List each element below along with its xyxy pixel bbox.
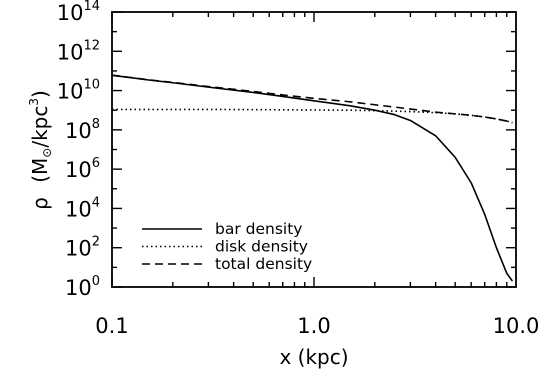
- y-axis-unit-power: 3: [27, 98, 41, 106]
- axis-ticks: [111, 11, 516, 288]
- y-tick-label: 102: [65, 235, 100, 261]
- x-tick-label: 1.0: [297, 314, 330, 338]
- legend-label: disk density: [215, 238, 308, 256]
- y-axis-title: ρ (M⊙/kpc3): [27, 90, 54, 210]
- y-tick-label: 1012: [57, 38, 100, 64]
- legend-label: total density: [215, 255, 312, 273]
- legend-label: bar density: [215, 220, 302, 238]
- y-axis-unit-subscript: ⊙: [40, 148, 54, 158]
- y-tick-label: 1010: [57, 78, 100, 104]
- series-bar-density: [111, 74, 514, 282]
- y-tick-labels: 100 102 104 106 108 1010 1012 1014: [57, 0, 100, 300]
- y-tick-label: 104: [65, 195, 100, 221]
- series-lines: [111, 74, 514, 282]
- y-tick-label: 1014: [57, 0, 100, 25]
- plot-frame: [111, 11, 517, 288]
- x-tick-label: 10.0: [493, 314, 538, 338]
- series-disk-density: [112, 108, 513, 124]
- y-axis-symbol: ρ: [28, 197, 52, 210]
- x-tick-label: 0.1: [95, 314, 128, 338]
- y-axis-unit-mass: M: [28, 158, 52, 175]
- x-axis-title: x (kpc): [279, 345, 348, 369]
- y-axis-unit-length: /kpc: [28, 106, 52, 148]
- y-tick-label: 108: [65, 117, 100, 143]
- series-total-density: [111, 74, 513, 124]
- y-tick-label: 106: [65, 156, 100, 182]
- y-tick-label: 100: [65, 274, 100, 300]
- x-tick-labels: 0.1 1.0 10.0: [95, 314, 538, 338]
